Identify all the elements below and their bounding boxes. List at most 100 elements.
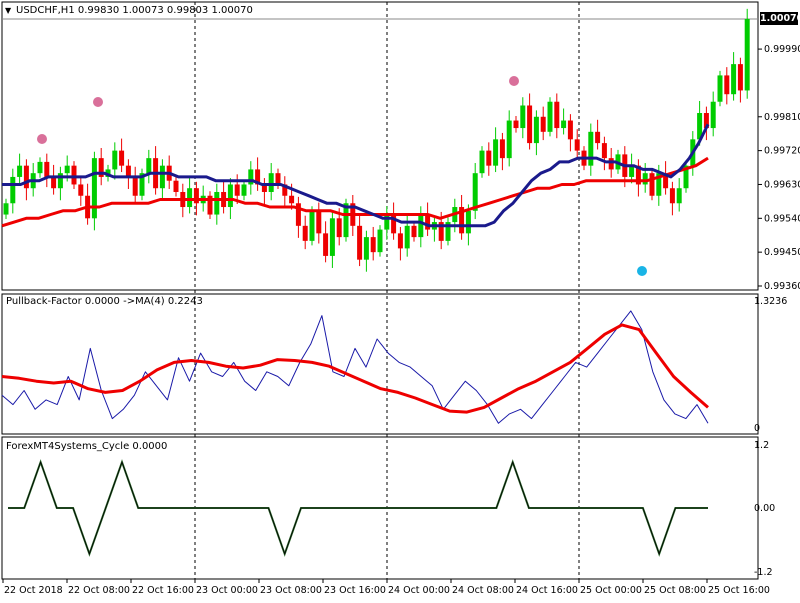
price-tick-label: 0.99630 (764, 179, 800, 190)
candle-body (357, 225, 363, 260)
candle-body (329, 218, 335, 256)
time-label: 24 Oct 16:00 (516, 585, 578, 596)
candle-body (78, 184, 84, 196)
candle-body (574, 139, 580, 151)
candle-body (445, 222, 451, 241)
cycle-top-value: 1.2 (754, 440, 770, 451)
candle-body (499, 139, 505, 159)
candle-body (649, 173, 655, 196)
cycle-bottom-value: -1.2 (754, 567, 773, 578)
candle-body (336, 218, 342, 238)
sell-signal-dot (509, 76, 519, 86)
candle-body (37, 161, 43, 174)
cycle-line-outline (8, 460, 708, 556)
candle-body (289, 195, 295, 204)
slow-ma-line (1, 156, 709, 228)
candle-body (234, 184, 240, 196)
cycle-pane-frame (1, 436, 759, 580)
candle-body (57, 173, 63, 189)
candle-body (744, 19, 750, 91)
candle-body (520, 105, 526, 129)
candle-body (561, 120, 567, 129)
candle-body (377, 229, 383, 253)
candle-body (438, 222, 444, 241)
candle-body (214, 191, 220, 215)
cycle-label: ForexMT4Systems_Cycle 0.0000 (6, 441, 168, 452)
time-label: 22 Oct 08:00 (68, 585, 130, 596)
time-label: 25 Oct 16:00 (708, 585, 770, 596)
candle-body (601, 143, 607, 159)
candle-body (486, 150, 492, 166)
candle-body (159, 165, 165, 189)
symbol-info: USDCHF,H1 0.99830 1.00073 0.99803 1.0007… (16, 5, 253, 16)
candle-body (125, 165, 131, 177)
time-label: 23 Oct 16:00 (324, 585, 386, 596)
candle-body (425, 214, 431, 230)
candle-body (139, 173, 145, 196)
candle-body (384, 214, 390, 230)
candle-body (98, 158, 104, 177)
pullback-ma-line (1, 323, 709, 414)
candle-body (17, 165, 23, 177)
price-tick-label: 0.99990 (764, 44, 800, 55)
pullback-pane-frame (1, 293, 759, 435)
price-tick-label: 0.99720 (764, 146, 800, 157)
candle-body (397, 233, 403, 249)
main-pane-frame (1, 1, 759, 291)
candle-body (717, 75, 723, 102)
candle-body (663, 173, 669, 189)
candle-body (710, 101, 716, 129)
candle-body (418, 214, 424, 238)
candle-body (132, 176, 138, 196)
time-label: 24 Oct 00:00 (388, 585, 450, 596)
candle-body (588, 131, 594, 166)
candle-body (363, 237, 369, 260)
candle-body (472, 173, 478, 211)
candle-body (669, 188, 675, 204)
time-label: 25 Oct 00:00 (580, 585, 642, 596)
candle-body (391, 214, 397, 234)
candle-body (629, 165, 635, 177)
candle-body (255, 169, 261, 185)
candle-body (703, 113, 709, 129)
candle-body (241, 184, 247, 196)
candle-body (731, 64, 737, 95)
candle-body (44, 161, 50, 177)
candle-body (187, 188, 193, 208)
fast-ma-line (2, 123, 710, 228)
candle-body (261, 184, 267, 192)
candle-body (567, 120, 573, 140)
candle-body (91, 158, 97, 219)
candle-body (459, 207, 465, 234)
candle-body (119, 150, 125, 166)
candle-body (404, 225, 410, 249)
candle-body (248, 169, 254, 185)
candle-body (268, 173, 274, 192)
sell-signal-dot (93, 97, 103, 107)
candle-body (479, 150, 485, 174)
candle-body (527, 105, 533, 144)
candle-body (282, 184, 288, 196)
candle-body (595, 131, 601, 144)
time-label: 25 Oct 08:00 (644, 585, 706, 596)
candle-body (683, 165, 689, 189)
candle-body (10, 176, 16, 204)
chart-menu-triangle-icon[interactable]: ▼ (5, 6, 12, 15)
candle-body (71, 165, 77, 185)
candle-body (676, 188, 682, 204)
candle-body (343, 203, 349, 238)
candle-body (3, 203, 9, 215)
candle-body (112, 150, 118, 170)
candle-body (295, 203, 301, 226)
buy-signal-dot (637, 266, 647, 276)
candle-body (275, 173, 281, 185)
candle-body (554, 101, 560, 129)
candle-body (309, 210, 315, 241)
sell-signal-dot (37, 134, 47, 144)
candle-body (533, 116, 539, 144)
candle-body (173, 180, 179, 192)
pullback-top-value: 1.3236 (754, 296, 788, 307)
candle-body (635, 165, 641, 185)
